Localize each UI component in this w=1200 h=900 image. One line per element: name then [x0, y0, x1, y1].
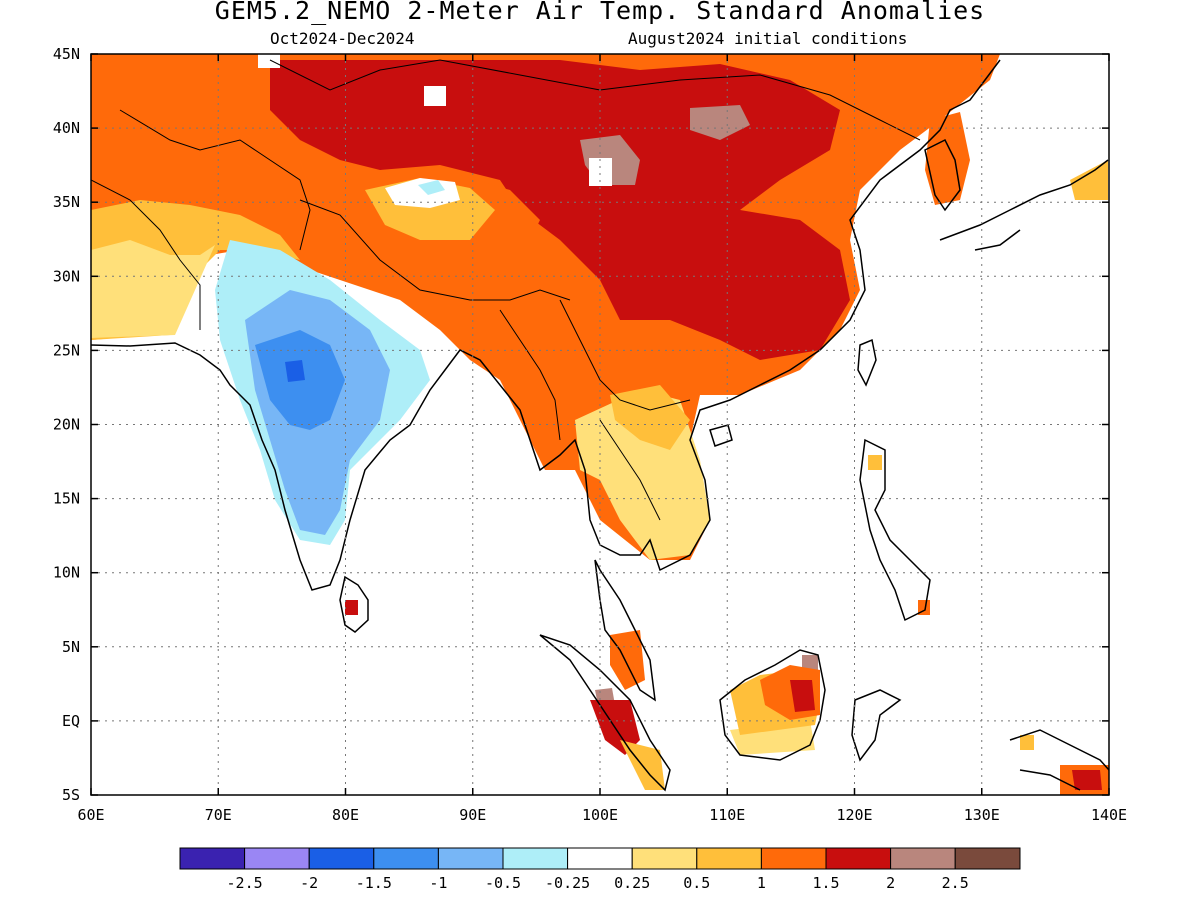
- coastline-korea: [924, 138, 961, 212]
- white-notch-1: [424, 86, 446, 106]
- lat-label-5s: 5S: [62, 786, 80, 804]
- coastline-newguinea: [1009, 729, 1109, 791]
- colorbar-label-m0.25: -0.25: [545, 874, 590, 892]
- warm-spot-newguinea: [1020, 735, 1034, 750]
- lat-label-5n: 5N: [62, 638, 80, 656]
- colorbar-bin-8: [631, 847, 698, 870]
- colorbar-label-1: 1: [757, 874, 766, 892]
- border-myanmar: [499, 309, 561, 441]
- lon-tick-labels: 60E 70E 80E 90E 100E 110E 120E 130E 140E: [77, 806, 1127, 824]
- warm-region-laos: [610, 385, 690, 450]
- lon-label-90e: 90E: [459, 806, 486, 824]
- coastline-japan: [939, 159, 1109, 251]
- colorbar-bin-7: [567, 847, 633, 870]
- colorbar-bin-2: [244, 847, 310, 870]
- border-himalaya: [299, 199, 571, 301]
- lat-label-45n: 45N: [53, 45, 80, 63]
- lat-label-20n: 20N: [53, 416, 80, 434]
- border-central-asia: [119, 109, 311, 251]
- colorbar-bin-12: [890, 847, 956, 870]
- colorbar-bin-4: [373, 847, 439, 870]
- border-indochina: [559, 299, 691, 521]
- lat-label-15n: 15N: [53, 490, 80, 508]
- colorbar-label-2.5: 2.5: [942, 874, 969, 892]
- colorbar-bin-10: [760, 847, 827, 870]
- colorbar-bin-3: [308, 847, 375, 870]
- colorbar: -2.5 -2 -1.5 -1 -0.5 -0.25 0.25 0.5 1 1.…: [179, 847, 1021, 892]
- colorbar-bin-5: [437, 847, 504, 870]
- warm-region-malay: [610, 630, 645, 690]
- forecast-period: Oct2024-Dec2024: [270, 29, 415, 48]
- lon-label-140e: 140E: [1091, 806, 1127, 824]
- cool-spot-tibet: [418, 180, 445, 195]
- colorbar-label-m1.5: -1.5: [356, 874, 392, 892]
- colorbar-label-1.5: 1.5: [812, 874, 839, 892]
- colorbar-label-m0.5: -0.5: [485, 874, 521, 892]
- strong-warm-srilanka: [345, 600, 358, 615]
- lat-tick-labels: 45N 40N 35N 30N 25N 20N 15N 10N 5N EQ 5S: [53, 45, 80, 804]
- lat-label-35n: 35N: [53, 193, 80, 211]
- warm-region-japan: [1070, 160, 1108, 200]
- strong-warm-borneo: [790, 680, 815, 712]
- colorbar-label-m1: -1: [429, 874, 447, 892]
- colorbar-label-2: 2: [886, 874, 895, 892]
- coastline-sulawesi: [851, 689, 902, 762]
- axis-ticks: [90, 53, 1110, 796]
- lat-label-eq: EQ: [62, 712, 80, 730]
- coastline-malay: [594, 559, 656, 702]
- white-notch-2: [589, 158, 612, 186]
- colorbar-label-m2.5: -2.5: [227, 874, 263, 892]
- colorbar-label-0.25: 0.25: [614, 874, 650, 892]
- initial-conditions: August2024 initial conditions: [628, 29, 908, 48]
- coastline-borneo: [719, 649, 826, 761]
- map-title: GEM5.2_NEMO 2-Meter Air Temp. Standard A…: [214, 0, 986, 25]
- lon-label-70e: 70E: [205, 806, 232, 824]
- gridlines: [91, 54, 1109, 795]
- warm-spot-luzon: [868, 455, 882, 470]
- coastline-arabian-sea: [91, 59, 1001, 591]
- coastline-taiwan: [857, 338, 877, 387]
- lat-label-25n: 25N: [53, 341, 80, 359]
- anomaly-field: [91, 54, 1109, 795]
- colorbar-bin-13: [954, 847, 1021, 870]
- colorbar-bin-9: [696, 847, 762, 870]
- white-notch-3: [258, 54, 280, 68]
- strong-warm-png: [1072, 770, 1102, 790]
- coastline-hainan: [709, 424, 733, 447]
- colorbar-label-0.5: 0.5: [683, 874, 710, 892]
- lon-label-60e: 60E: [77, 806, 104, 824]
- lon-label-80e: 80E: [332, 806, 359, 824]
- colorbar-bin-6: [502, 847, 569, 870]
- border-iran-pakistan: [91, 179, 201, 330]
- coastline-srilanka: [339, 575, 369, 633]
- lon-label-100e: 100E: [582, 806, 618, 824]
- lon-label-110e: 110E: [709, 806, 745, 824]
- coastline-philippines: [859, 438, 931, 622]
- strong-cool-region-india: [285, 360, 305, 382]
- extreme-warm-gobi: [690, 105, 750, 140]
- lon-label-130e: 130E: [964, 806, 1000, 824]
- lat-label-10n: 10N: [53, 564, 80, 582]
- colorbar-bin-11: [825, 847, 892, 870]
- colorbar-bin-1: [179, 847, 246, 870]
- lat-label-40n: 40N: [53, 119, 80, 137]
- lat-label-30n: 30N: [53, 267, 80, 285]
- lon-label-120e: 120E: [836, 806, 872, 824]
- colorbar-label-m2: -2: [300, 874, 318, 892]
